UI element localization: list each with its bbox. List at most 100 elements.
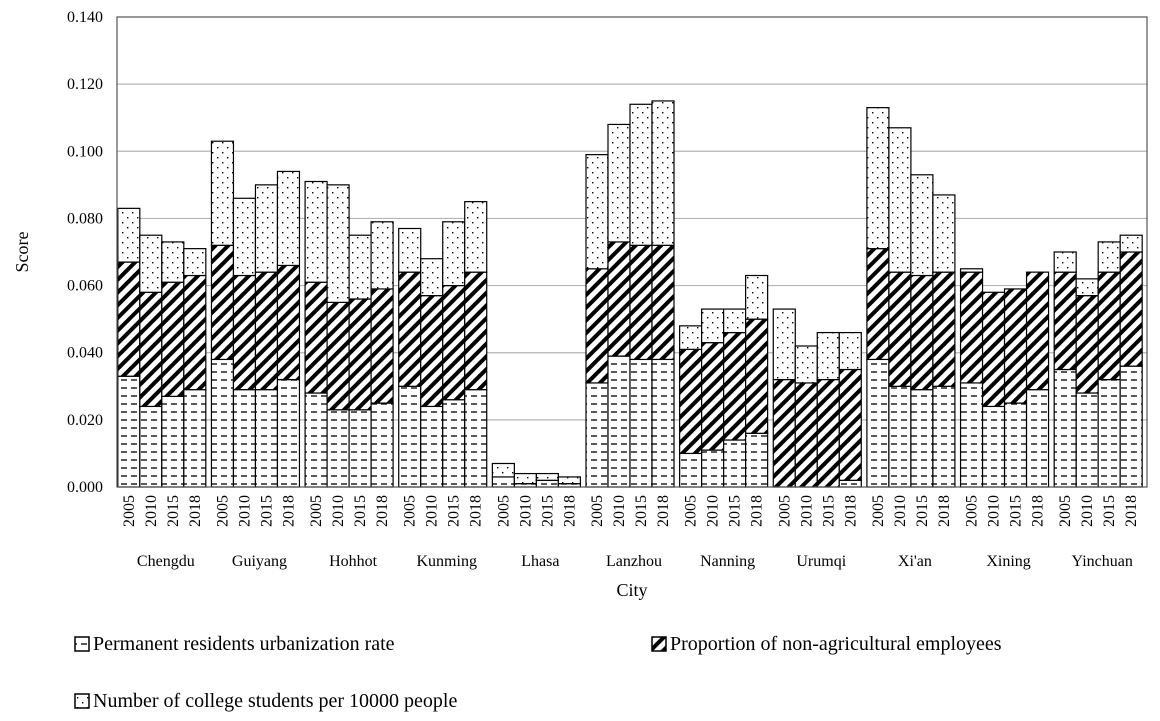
bar-segment bbox=[117, 261, 141, 377]
bar-segment bbox=[254, 271, 279, 391]
x-tick-label: 2018 bbox=[655, 495, 672, 527]
x-tick-label: 2010 bbox=[143, 495, 160, 527]
bar-segment bbox=[1097, 271, 1121, 381]
bar-segment bbox=[629, 244, 653, 361]
y-axis-title: Score bbox=[12, 231, 32, 272]
x-tick-label: 2010 bbox=[517, 495, 534, 527]
bar-segment bbox=[816, 378, 840, 488]
x-tick-label: 2005 bbox=[495, 495, 512, 527]
bar-segment bbox=[679, 325, 703, 350]
y-tick-label: 0.140 bbox=[67, 9, 103, 26]
bar-segment bbox=[370, 402, 394, 488]
legend-label-non-agricultural: Proportion of non-agricultural employees bbox=[670, 633, 1002, 655]
bar-segment bbox=[866, 107, 890, 250]
bar-segment bbox=[888, 127, 912, 273]
bar-segment bbox=[1075, 392, 1099, 488]
bar-segment bbox=[348, 298, 372, 411]
bar-segment bbox=[585, 154, 609, 270]
bar-segment bbox=[1119, 234, 1143, 253]
bar-segment bbox=[232, 274, 257, 391]
x-tick-label: 2005 bbox=[589, 495, 606, 527]
x-tick-label: 2018 bbox=[936, 495, 953, 527]
x-axis-title: City bbox=[616, 580, 647, 600]
bar-segment bbox=[398, 227, 422, 273]
bar-segment bbox=[888, 385, 912, 488]
city-label: Yinchuan bbox=[1072, 553, 1133, 570]
bar-segment bbox=[866, 248, 890, 361]
city-label: Kunming bbox=[417, 553, 477, 570]
bar-segment bbox=[607, 123, 631, 243]
bar-segment bbox=[959, 382, 984, 488]
bar-segment bbox=[370, 288, 394, 404]
legend-swatch-non-agricultural bbox=[651, 636, 667, 652]
x-tick-label: 2005 bbox=[402, 495, 419, 527]
bar-segment bbox=[701, 308, 725, 344]
bar-segment bbox=[370, 221, 394, 290]
bar-segment bbox=[398, 385, 422, 488]
x-tick-label: 2010 bbox=[705, 495, 722, 527]
bar-segment bbox=[701, 449, 725, 488]
x-tick-label: 2005 bbox=[121, 495, 138, 527]
x-tick-label: 2018 bbox=[749, 495, 766, 527]
x-tick-label: 2018 bbox=[280, 495, 297, 527]
legend-item-urbanization: Permanent residents urbanization rate bbox=[74, 633, 395, 655]
bar-segment bbox=[932, 271, 956, 387]
bar-segment bbox=[651, 244, 675, 361]
x-tick-label: 2005 bbox=[776, 495, 793, 527]
bar-segment bbox=[723, 308, 747, 334]
x-tick-label: 2010 bbox=[1079, 495, 1096, 527]
bar-segment bbox=[910, 274, 934, 391]
legend-swatch-urbanization bbox=[74, 636, 90, 652]
bar-segment bbox=[304, 392, 328, 488]
bar-segment bbox=[491, 476, 515, 488]
x-tick-label: 2005 bbox=[214, 495, 231, 527]
bar-segment bbox=[210, 358, 235, 488]
bar-segment bbox=[139, 405, 163, 488]
x-tick-label: 2010 bbox=[798, 495, 815, 527]
bar-segment bbox=[1003, 402, 1028, 488]
bar-segment bbox=[701, 342, 725, 451]
bar-segment bbox=[232, 197, 257, 277]
bar-segment bbox=[1053, 368, 1077, 488]
bar-segment bbox=[981, 405, 1006, 488]
bar-segment bbox=[910, 174, 934, 277]
x-tick-label: 2005 bbox=[870, 495, 887, 527]
bar-segment bbox=[117, 375, 141, 488]
bar-segment bbox=[210, 140, 235, 246]
city-label: Guiyang bbox=[232, 553, 287, 570]
bar-segment bbox=[629, 358, 653, 488]
bar-segment bbox=[254, 184, 279, 273]
city-label: Lanzhou bbox=[606, 553, 662, 570]
x-tick-label: 2015 bbox=[727, 495, 744, 527]
bar-segment bbox=[1075, 295, 1099, 394]
bar-segment bbox=[398, 271, 422, 387]
y-tick-label: 0.100 bbox=[67, 143, 103, 160]
bar-segment bbox=[679, 452, 703, 488]
bar-segment bbox=[745, 318, 769, 434]
bar-segment bbox=[959, 268, 984, 273]
bar-segment bbox=[838, 331, 862, 371]
x-tick-label: 2015 bbox=[633, 495, 650, 527]
bar-segment bbox=[304, 281, 328, 394]
legend-item-college-students: Number of college students per 10000 peo… bbox=[74, 690, 457, 712]
y-tick-label: 0.120 bbox=[67, 76, 103, 93]
bar-segment bbox=[816, 331, 840, 381]
bar-segment bbox=[513, 472, 537, 485]
bar-segment bbox=[1025, 389, 1050, 488]
bar-segment bbox=[161, 395, 185, 488]
x-tick-label: 2018 bbox=[374, 495, 391, 527]
x-tick-label: 2010 bbox=[424, 495, 441, 527]
city-label: Nanning bbox=[700, 553, 755, 570]
bar-segment bbox=[232, 389, 257, 488]
legend: Permanent residents urbanization rate Pr… bbox=[74, 633, 1002, 712]
city-label: Xi'an bbox=[898, 553, 932, 570]
city-label: Xining bbox=[986, 553, 1030, 570]
x-tick-label: 2018 bbox=[842, 495, 859, 527]
bar-segment bbox=[183, 248, 207, 277]
x-tick-label: 2010 bbox=[330, 495, 347, 527]
bar-segment bbox=[838, 479, 862, 488]
x-tick-label: 2015 bbox=[1101, 495, 1118, 527]
bar-segment bbox=[772, 308, 796, 381]
bar-segment bbox=[1075, 278, 1099, 297]
bar-segment bbox=[464, 201, 488, 273]
